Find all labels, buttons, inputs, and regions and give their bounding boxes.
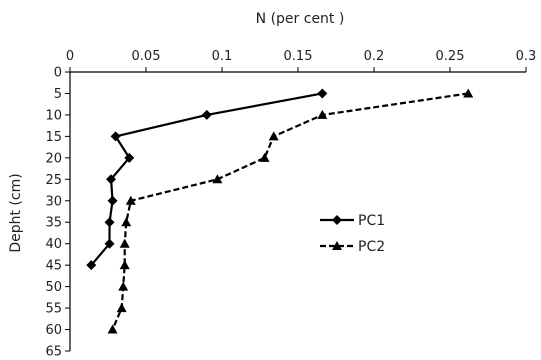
data-point-pc2 [118,281,129,291]
legend-item-pc1: PC1 [320,213,385,229]
data-point-pc2 [212,174,223,184]
y-tick-label: 65 [45,345,62,360]
x-axis-title: N (per cent ) [256,11,345,27]
data-point-pc2 [121,217,132,227]
legend-marker-pc2 [332,241,342,250]
data-point-pc2 [463,88,474,98]
data-point-pc2 [107,324,118,334]
x-tick-label: 0.1 [212,49,233,64]
x-tick-label: 0 [66,49,74,64]
x-tick-label: 0.25 [436,49,465,64]
series-pc2 [107,88,474,334]
x-tick-label: 0.15 [284,49,313,64]
legend-label-pc1: PC1 [358,213,385,229]
y-tick-label: 0 [54,66,62,81]
y-tick-label: 40 [45,237,62,252]
data-point-pc1 [104,238,115,249]
y-tick-label: 50 [45,280,62,295]
data-point-pc1 [106,174,117,185]
y-tick-label: 55 [45,302,62,317]
data-point-pc2 [119,238,130,248]
data-point-pc1 [110,131,121,142]
x-tick-label: 0.05 [132,49,161,64]
data-point-pc1 [107,195,118,206]
series-line-pc2 [111,92,469,330]
y-tick-label: 20 [45,151,62,166]
x-axis-ticks: 0 0.05 0.1 0.15 0.2 0.25 0.3 [66,49,536,72]
series-layer [86,88,474,334]
y-tick-label: 45 [45,259,62,274]
legend: PC1 PC2 [320,213,385,255]
series-pc1 [86,88,328,271]
data-point-pc1 [124,152,135,163]
y-axis-title: Depht (cm) [8,173,24,252]
y-tick-label: 25 [45,173,62,188]
data-point-pc2 [317,109,328,119]
data-point-pc1 [317,88,328,99]
data-point-pc1 [104,217,115,228]
y-tick-label: 15 [45,130,62,145]
x-tick-label: 0.2 [364,49,385,64]
data-point-pc2 [259,152,270,162]
y-axis-ticks: 0 5 10 15 20 25 30 35 40 45 50 55 60 65 [45,66,70,360]
data-point-pc2 [119,260,130,270]
data-point-pc1 [201,109,212,120]
x-tick-label: 0.3 [516,49,537,64]
y-tick-label: 30 [45,194,62,209]
data-point-pc1 [86,260,97,271]
data-point-pc2 [116,303,127,313]
legend-item-pc2: PC2 [320,239,385,255]
data-point-pc2 [125,195,136,205]
y-tick-label: 60 [45,323,62,338]
y-tick-label: 10 [45,108,62,123]
y-tick-label: 35 [45,216,62,231]
y-tick-label: 5 [54,87,62,102]
data-point-pc2 [268,131,279,141]
legend-label-pc2: PC2 [358,239,385,255]
legend-marker-pc1 [332,215,342,225]
